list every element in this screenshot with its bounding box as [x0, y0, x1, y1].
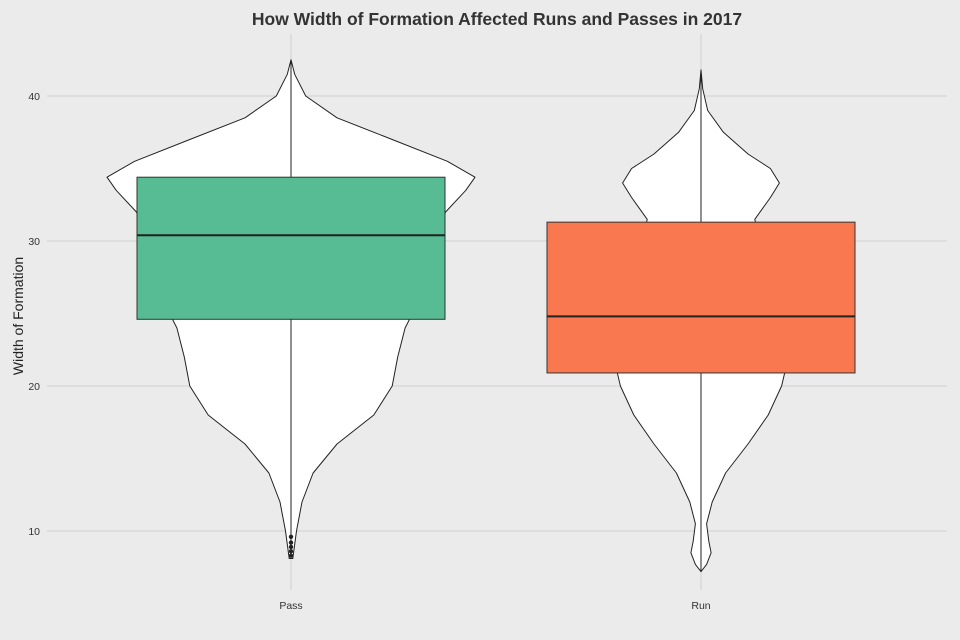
chart-title: How Width of Formation Affected Runs and… [252, 9, 742, 29]
outlier-point [288, 553, 294, 558]
y-tick-label: 30 [28, 236, 40, 248]
x-tick-label: Pass [279, 600, 302, 612]
y-tick-label: 10 [28, 526, 40, 538]
y-tick-label: 20 [28, 381, 40, 393]
outlier-point [288, 544, 294, 550]
boxplots [136, 59, 856, 572]
outlier-point [288, 534, 294, 539]
y-tick-label: 40 [28, 91, 40, 103]
x-tick-label: Run [691, 600, 710, 612]
outlier-point [288, 549, 294, 554]
box-pass [136, 176, 446, 320]
axis-ticks: 10 20 30 40 Pass Run [28, 91, 710, 612]
outlier-point [288, 540, 294, 545]
y-axis-label: Width of Formation [10, 257, 26, 375]
box-run [546, 221, 856, 374]
